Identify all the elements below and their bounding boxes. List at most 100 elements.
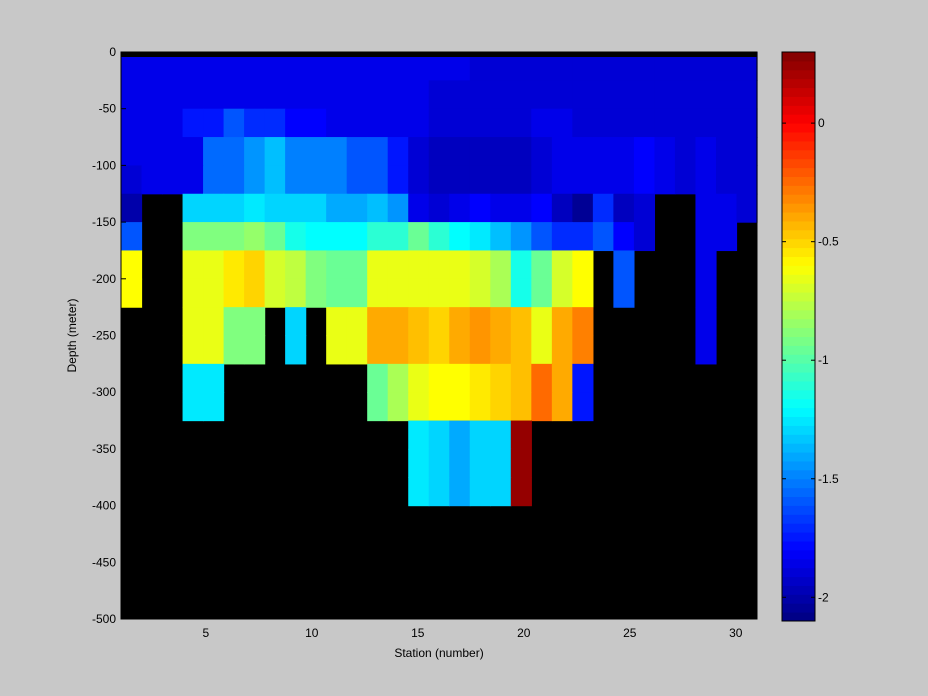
heatmap-cell <box>469 392 491 422</box>
heatmap-cell <box>408 137 430 166</box>
heatmap-cell <box>428 448 450 478</box>
heatmap-cell <box>305 278 327 308</box>
colorbar-segment <box>782 229 815 240</box>
heatmap-cell <box>203 278 225 308</box>
heatmap-cell <box>592 52 614 81</box>
heatmap-cell <box>510 392 532 422</box>
x-axis-label: Station (number) <box>394 646 483 660</box>
colorbar-segment <box>782 167 815 177</box>
colorbar-segment <box>782 398 815 409</box>
heatmap-cell <box>551 307 573 337</box>
heatmap-cell <box>469 477 491 507</box>
heatmap-cell <box>572 165 594 195</box>
heatmap-cell <box>531 307 553 337</box>
heatmap-cell <box>305 137 327 166</box>
colorbar-segment <box>782 425 815 435</box>
heatmap-cell <box>264 52 286 81</box>
colorbar-segment <box>782 612 815 622</box>
heatmap-cell <box>408 52 430 81</box>
heatmap-cell <box>572 52 594 81</box>
colorbar-segment <box>782 532 815 542</box>
heatmap-cell <box>531 250 553 280</box>
heatmap-cell <box>592 137 614 166</box>
heatmap-cell <box>715 137 738 166</box>
heatmap-cell <box>203 307 225 337</box>
heatmap-cell <box>695 80 717 110</box>
colorbar-tick-label: 0 <box>818 116 825 130</box>
heatmap-cell <box>572 80 594 110</box>
heatmap-cell <box>490 165 512 195</box>
heatmap-cell <box>551 52 573 81</box>
heatmap-cell <box>428 137 450 166</box>
heatmap-cell <box>244 80 266 110</box>
heatmap-cell <box>551 250 573 280</box>
heatmap-cell <box>223 222 245 252</box>
heatmap-cell <box>674 52 697 81</box>
heatmap-cell <box>346 250 368 280</box>
heatmap-cell <box>244 250 266 280</box>
heatmap-cell <box>326 80 348 110</box>
heatmap-cell <box>490 80 512 110</box>
heatmap-cell <box>510 165 532 195</box>
heatmap-cell <box>387 307 409 337</box>
y-tick-label: -450 <box>92 555 116 569</box>
colorbar-segment <box>782 380 815 391</box>
colorbar-segment <box>782 318 815 329</box>
heatmap-cell <box>367 193 389 223</box>
heatmap-cell <box>510 108 532 138</box>
colorbar-segment <box>782 514 815 524</box>
heatmap-cell <box>428 307 450 337</box>
heatmap-cell <box>490 52 512 81</box>
heatmap-cell <box>449 52 471 81</box>
heatmap-cell <box>633 80 656 110</box>
colorbar-segment <box>782 443 815 453</box>
heatmap-cell <box>367 222 389 252</box>
heatmap-cell <box>326 250 348 280</box>
colorbar-segment <box>782 185 815 195</box>
heatmap-plot-area: 5 10 15 20 25 30 0 -50 -100 -150 -200 -250 -300 -350 -… <box>92 45 758 640</box>
x-tick-label: 15 <box>411 626 425 640</box>
heatmap-cell <box>182 335 204 365</box>
colorbar: 0 -0.5 -1 -1.5 -2 <box>781 51 839 622</box>
heatmap-cell <box>367 278 389 308</box>
heatmap-cell <box>736 52 758 81</box>
colorbar-segment <box>782 96 815 106</box>
heatmap-cell <box>162 52 184 81</box>
heatmap-cell <box>449 307 471 337</box>
heatmap-cell <box>203 335 225 365</box>
heatmap-cell <box>469 278 491 308</box>
heatmap-cell <box>346 193 368 223</box>
heatmap-cell <box>613 222 635 252</box>
heatmap-cell <box>326 52 348 81</box>
heatmap-cell <box>182 278 204 308</box>
heatmap-cell <box>654 137 676 166</box>
heatmap-cell <box>551 108 573 138</box>
heatmap-cell <box>695 193 717 223</box>
colorbar-segment <box>782 585 815 595</box>
x-tick-label: 10 <box>305 626 319 640</box>
heatmap-cell <box>551 165 573 195</box>
heatmap-cell <box>531 363 553 393</box>
heatmap-cell <box>674 80 697 110</box>
colorbar-segment <box>782 220 815 231</box>
heatmap-cell <box>572 193 594 223</box>
heatmap-cell <box>367 137 389 166</box>
heatmap-cell <box>141 108 163 138</box>
heatmap-cell <box>408 335 430 365</box>
heatmap-cell <box>428 108 450 138</box>
heatmap-cell <box>285 335 307 365</box>
heatmap-cell <box>121 108 143 138</box>
y-tick-label: -500 <box>92 612 116 626</box>
heatmap-cell <box>223 108 245 138</box>
heatmap-cell <box>285 250 307 280</box>
colorbar-segment <box>782 69 815 80</box>
heatmap-cell <box>469 335 491 365</box>
colorbar-segment <box>782 354 815 364</box>
heatmap-cell <box>387 363 409 393</box>
heatmap-cell <box>326 222 348 252</box>
heatmap-cell <box>551 278 573 308</box>
heatmap-cell <box>510 448 532 478</box>
colorbar-segment <box>782 105 815 115</box>
colorbar-segment <box>782 452 815 462</box>
heatmap-cell <box>510 477 532 507</box>
